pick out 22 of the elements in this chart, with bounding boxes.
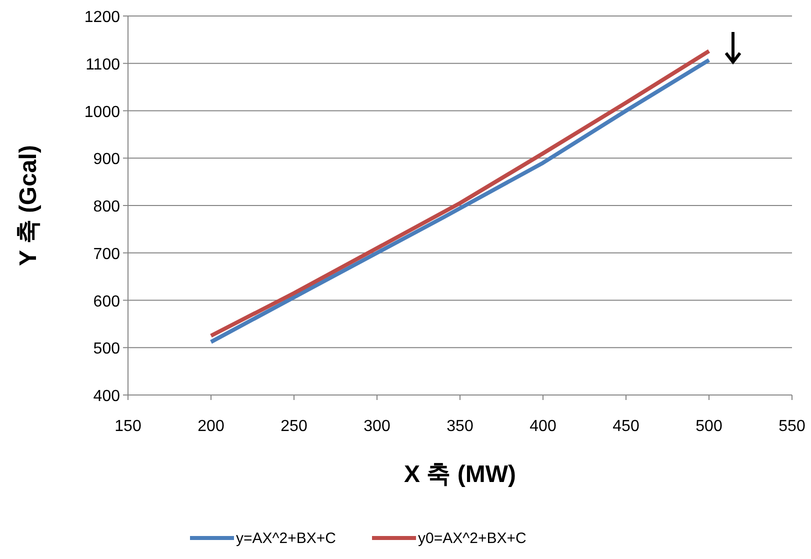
x-tick-label: 500 — [696, 418, 722, 435]
y-tick-label: 900 — [93, 151, 120, 168]
y-tick-label: 1100 — [86, 56, 120, 74]
y-tick-label: 800 — [93, 198, 120, 216]
y-tick-label: 600 — [93, 293, 120, 310]
y-tick-label: 1200 — [84, 9, 120, 26]
x-tick-label: 300 — [364, 418, 390, 435]
y-tick-label: 1000 — [84, 104, 120, 121]
x-tick-label: 250 — [280, 418, 308, 435]
x-axis-title: X 축 (MW) — [404, 461, 516, 488]
x-tick-label: 450 — [612, 418, 640, 435]
y-tick-label: 700 — [93, 246, 120, 263]
legend-label: y=AX^2+BX+C — [236, 530, 336, 547]
x-tick-label: 400 — [530, 418, 556, 435]
x-tick-label: 200 — [198, 418, 224, 435]
y-tick-label: 500 — [93, 340, 120, 358]
x-tick-label: 550 — [778, 418, 806, 435]
x-tick-label: 150 — [114, 418, 142, 435]
y-tick-label: 400 — [93, 388, 120, 405]
x-tick-label: 350 — [446, 418, 474, 435]
y-axis-title: Y 축 (Gcal) — [15, 145, 42, 266]
legend-label: y0=AX^2+BX+C — [418, 530, 527, 547]
